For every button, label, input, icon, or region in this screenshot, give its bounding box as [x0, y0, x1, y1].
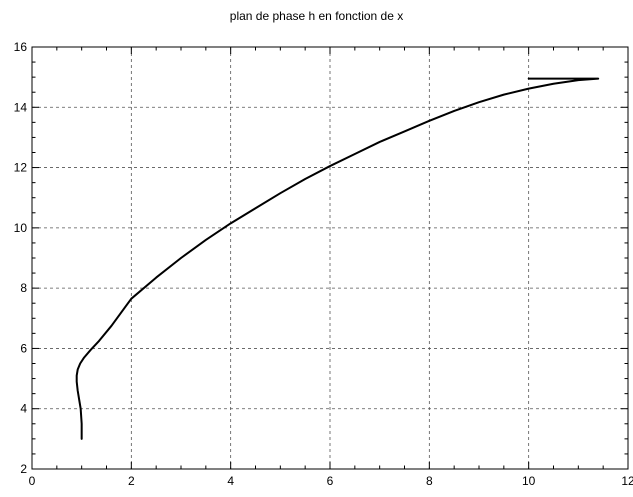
x-tick-label: 0: [29, 474, 36, 488]
grid-lines: [32, 47, 628, 469]
y-tick-label: 10: [14, 221, 28, 235]
y-tick-label: 16: [14, 40, 28, 54]
axis-ticks: [31, 46, 629, 470]
series-layer: [75, 77, 600, 440]
y-tick-label: 14: [14, 100, 28, 114]
y-tick-label: 6: [20, 341, 27, 355]
y-tick-label: 8: [20, 281, 27, 295]
x-tick-label: 12: [621, 474, 633, 488]
y-tick-label: 12: [14, 161, 28, 175]
x-tick-label: 2: [128, 474, 135, 488]
x-tick-label: 10: [522, 474, 536, 488]
series-line: [75, 77, 600, 440]
chart-title: plan de phase h en fonction de x: [229, 9, 404, 23]
y-tick-label: 2: [20, 462, 27, 476]
y-tick-label: 4: [20, 402, 27, 416]
x-tick-label: 8: [426, 474, 433, 488]
x-tick-label: 4: [227, 474, 234, 488]
x-tick-label: 6: [327, 474, 334, 488]
